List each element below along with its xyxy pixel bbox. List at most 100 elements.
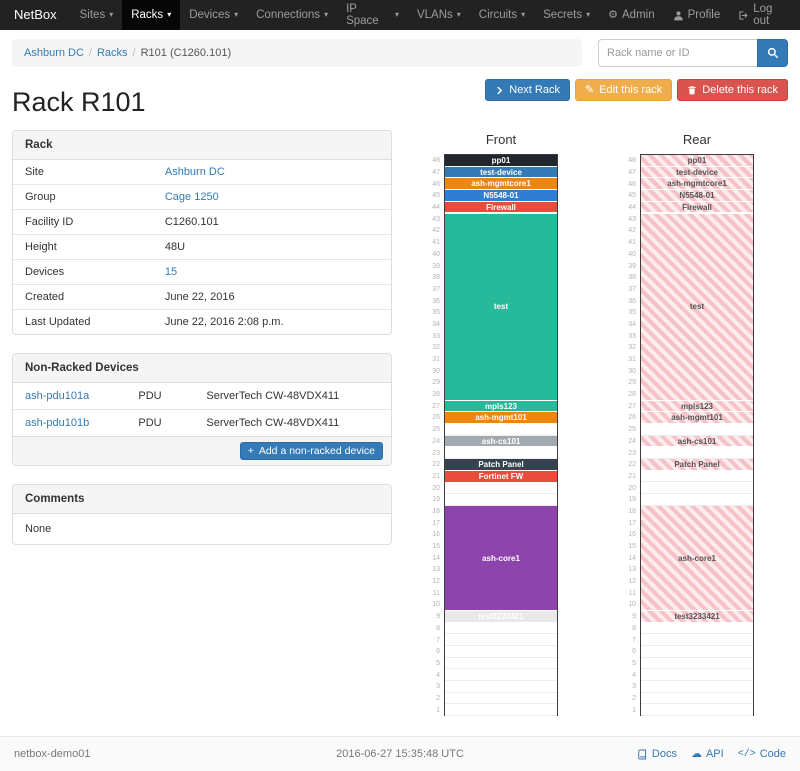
unit-number: 15 xyxy=(628,543,636,551)
api-label: API xyxy=(705,748,724,760)
rack-device[interactable]: ash-mgmtcore1 xyxy=(445,178,557,191)
code-icon: </> xyxy=(737,748,756,760)
rack-device[interactable]: mpls123 xyxy=(445,400,557,413)
device-type-cell: PDU xyxy=(126,409,195,436)
delete-rack-button[interactable]: Delete this rack xyxy=(677,79,788,101)
rack-device[interactable]: test xyxy=(445,213,557,401)
rack-device[interactable]: pp01 xyxy=(641,155,753,167)
unit-number: 3 xyxy=(436,683,440,691)
unit-number: 32 xyxy=(432,344,440,352)
unit-number: 5 xyxy=(632,659,636,667)
rack-device[interactable]: ash-mgmt101 xyxy=(641,412,753,425)
rack-device[interactable]: Fortinet FW xyxy=(445,470,557,483)
rear-unit-numbers: 48 47 46 45 44 43 42 41 40 39 38 37 36 35 34 33 32 31 30 29… xyxy=(622,154,640,716)
logout-icon xyxy=(738,10,749,21)
logout-link[interactable]: Log out xyxy=(729,0,800,30)
unit-number: 6 xyxy=(436,648,440,656)
nav-item-vlans[interactable]: VLANs ▾ xyxy=(408,0,470,30)
device-name-cell: ash-pdu101b xyxy=(13,409,127,436)
rack-device[interactable]: test-device xyxy=(445,166,557,179)
rack-device[interactable]: Firewall xyxy=(445,201,557,214)
unit-number: 36 xyxy=(432,297,440,305)
docs-link[interactable]: Docs xyxy=(637,748,677,760)
rack-unit-slot xyxy=(445,482,557,494)
nav-item-devices[interactable]: Devices ▾ xyxy=(180,0,247,30)
page-container: Ashburn DC / Racks / R101 (C1260.101) Rack R… xyxy=(0,39,800,716)
rack-device[interactable]: pp01 xyxy=(445,155,557,167)
nav-item-connections[interactable]: Connections ▾ xyxy=(247,0,337,30)
unit-number: 25 xyxy=(432,426,440,434)
breadcrumb-racks-link[interactable]: Racks xyxy=(96,47,128,59)
unit-number: 37 xyxy=(432,285,440,293)
attr-row: Height 48U xyxy=(13,234,391,260)
devices-count-link[interactable]: 15 xyxy=(164,266,178,278)
left-column: Rack Site Ashburn DC Group Cage 1250 Fac… xyxy=(12,130,392,563)
unit-number: 30 xyxy=(432,367,440,375)
rack-device[interactable]: Patch Panel xyxy=(641,459,753,471)
rack-device[interactable]: ash-core1 xyxy=(445,506,557,612)
unit-number: 39 xyxy=(432,262,440,270)
rack-device[interactable]: ash-cs101 xyxy=(445,435,557,448)
rack-device[interactable]: ash-cs101 xyxy=(641,435,753,448)
breadcrumb-site-link[interactable]: Ashburn DC xyxy=(24,47,84,59)
nav-item-label: Devices xyxy=(189,9,231,21)
unit-number: 22 xyxy=(432,461,440,469)
unit-number: 24 xyxy=(628,437,636,445)
nav-item-label: Connections xyxy=(256,9,321,21)
book-icon xyxy=(637,749,648,760)
unit-number: 6 xyxy=(632,648,636,656)
unit-number: 18 xyxy=(628,507,636,515)
device-link[interactable]: ash-pdu101a xyxy=(25,390,90,402)
rack-device[interactable]: N5548-01 xyxy=(641,190,753,202)
edit-rack-button[interactable]: ✎ Edit this rack xyxy=(575,79,673,101)
navbar-brand[interactable]: NetBox xyxy=(14,7,57,22)
rack-device[interactable]: Patch Panel xyxy=(445,459,557,471)
title-row: Rack R101 Next Rack ✎ Edit this rack Dele… xyxy=(12,79,788,130)
unit-number: 44 xyxy=(432,204,440,212)
nav-item-secrets[interactable]: Secrets ▾ xyxy=(534,0,599,30)
rear-rack-box: pp01 test-device ash-mgmtcore1 N5548-01 Fire… xyxy=(640,154,754,716)
code-link[interactable]: </> Code xyxy=(738,748,786,760)
caret-down-icon: ▾ xyxy=(324,10,329,19)
add-device-label: Add a non-racked device xyxy=(258,445,375,457)
unit-number: 8 xyxy=(436,624,440,632)
rack-device[interactable]: ash-mgmt101 xyxy=(445,412,557,425)
unit-number: 35 xyxy=(628,309,636,317)
unit-number: 23 xyxy=(432,449,440,457)
attr-label: Site xyxy=(25,166,44,178)
breadcrumb-separator: / xyxy=(132,47,136,59)
rack-device[interactable]: ash-mgmtcore1 xyxy=(641,178,753,191)
nav-item-sites[interactable]: Sites ▾ xyxy=(71,0,123,30)
nav-item-circuits[interactable]: Circuits ▾ xyxy=(470,0,534,30)
breadcrumb: Ashburn DC / Racks / R101 (C1260.101) xyxy=(12,39,582,67)
site-link[interactable]: Ashburn DC xyxy=(164,166,225,178)
add-non-racked-device-button[interactable]: + Add a non-racked device xyxy=(239,442,383,460)
next-rack-label: Next Rack xyxy=(509,84,560,96)
search-input[interactable] xyxy=(598,39,757,67)
hostname: netbox-demo01 xyxy=(14,748,91,760)
rack-device[interactable]: test-device xyxy=(641,166,753,179)
api-link[interactable]: ☁ API xyxy=(691,748,724,760)
search-button[interactable] xyxy=(757,39,788,67)
profile-link[interactable]: Profile xyxy=(664,0,730,30)
nav-menu: Sites ▾ Racks ▾ Devices ▾ Connections ▾ IP S… xyxy=(71,0,600,30)
rack-device[interactable]: ash-core1 xyxy=(641,506,753,612)
admin-link[interactable]: ⚙ Admin xyxy=(599,0,663,30)
nav-item-racks[interactable]: Racks ▾ xyxy=(122,0,181,30)
next-rack-button[interactable]: Next Rack xyxy=(485,79,570,101)
rack-device[interactable]: mpls123 xyxy=(641,400,753,413)
rack-device[interactable]: Firewall xyxy=(641,201,753,214)
unit-number: 45 xyxy=(628,192,636,200)
unit-number: 11 xyxy=(432,589,440,597)
rack-device[interactable]: test3233421 xyxy=(641,611,753,623)
rack-unit-slot xyxy=(445,704,557,716)
rack-device[interactable]: N5548-01 xyxy=(445,190,557,202)
rack-device[interactable]: test xyxy=(641,213,753,401)
unit-number: 7 xyxy=(632,636,636,644)
group-link[interactable]: Cage 1250 xyxy=(164,191,219,203)
unit-number: 39 xyxy=(628,262,636,270)
rack-device[interactable]: test3233421 xyxy=(445,611,557,623)
device-link[interactable]: ash-pdu101b xyxy=(25,417,90,429)
nav-item-ip-space[interactable]: IP Space ▾ xyxy=(337,0,408,30)
rack-unit-slot xyxy=(445,658,557,670)
